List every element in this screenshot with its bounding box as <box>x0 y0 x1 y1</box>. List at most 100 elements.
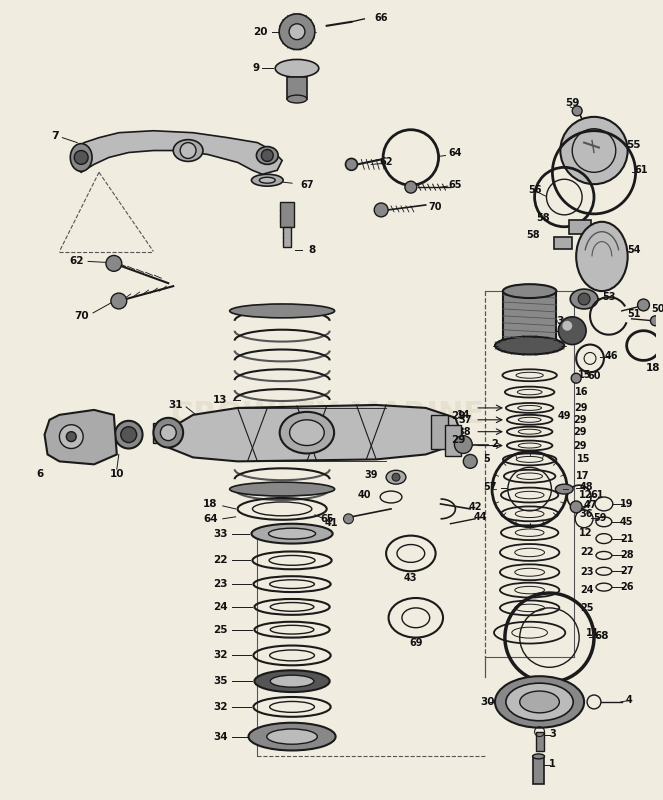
Circle shape <box>558 317 586 345</box>
Text: 67: 67 <box>300 180 314 190</box>
Bar <box>532 756 544 784</box>
Text: 54: 54 <box>627 245 640 254</box>
Text: 50: 50 <box>652 304 663 314</box>
Text: 26: 26 <box>620 582 633 592</box>
Text: 23: 23 <box>213 579 227 589</box>
Ellipse shape <box>115 421 143 449</box>
Text: 23: 23 <box>580 567 594 578</box>
Ellipse shape <box>173 140 203 162</box>
Text: 53: 53 <box>602 292 616 302</box>
Text: 61: 61 <box>590 490 604 500</box>
Text: 38: 38 <box>457 426 471 437</box>
Text: 41: 41 <box>325 518 339 528</box>
Text: 29: 29 <box>573 414 587 425</box>
Circle shape <box>374 203 388 217</box>
Ellipse shape <box>267 729 318 744</box>
Ellipse shape <box>386 470 406 484</box>
Text: 16: 16 <box>575 387 589 397</box>
Circle shape <box>106 255 122 271</box>
Ellipse shape <box>275 59 319 78</box>
Bar <box>503 291 556 346</box>
Text: 17: 17 <box>576 471 590 482</box>
Circle shape <box>463 454 477 468</box>
Text: 59: 59 <box>565 98 579 108</box>
Text: 51: 51 <box>627 309 640 319</box>
Circle shape <box>343 514 353 524</box>
Bar <box>287 78 307 99</box>
Ellipse shape <box>576 222 628 291</box>
Circle shape <box>66 432 76 442</box>
Text: 3: 3 <box>549 729 556 738</box>
Text: 29: 29 <box>451 434 465 445</box>
Text: 25: 25 <box>580 603 594 613</box>
Circle shape <box>60 425 83 449</box>
Ellipse shape <box>503 284 556 298</box>
Text: 58: 58 <box>526 230 540 240</box>
Text: 39: 39 <box>365 470 378 480</box>
Text: 25: 25 <box>213 625 227 634</box>
Ellipse shape <box>290 420 324 446</box>
Text: 59: 59 <box>593 513 607 523</box>
Text: 9: 9 <box>252 63 259 74</box>
Circle shape <box>111 293 127 309</box>
Text: 68: 68 <box>595 630 609 641</box>
Ellipse shape <box>287 95 307 103</box>
Ellipse shape <box>269 528 316 539</box>
Polygon shape <box>44 410 117 464</box>
Text: 8: 8 <box>308 245 316 254</box>
Circle shape <box>392 474 400 481</box>
Ellipse shape <box>255 670 330 692</box>
Ellipse shape <box>251 174 283 186</box>
Bar <box>554 237 572 249</box>
Text: 36: 36 <box>579 509 593 519</box>
Ellipse shape <box>259 178 275 183</box>
Text: 18: 18 <box>204 499 218 509</box>
Text: 6: 6 <box>36 470 43 479</box>
Polygon shape <box>72 130 282 174</box>
Text: 27: 27 <box>620 566 633 576</box>
Circle shape <box>560 117 628 184</box>
Ellipse shape <box>160 425 176 441</box>
Bar <box>570 220 591 234</box>
Text: 4: 4 <box>625 695 632 705</box>
Text: 10: 10 <box>109 470 124 479</box>
Ellipse shape <box>495 676 584 728</box>
Circle shape <box>578 293 590 305</box>
Text: 24: 24 <box>213 602 227 612</box>
Text: 47: 47 <box>583 500 597 510</box>
Ellipse shape <box>280 412 334 454</box>
Text: 64: 64 <box>449 147 462 158</box>
Text: 69: 69 <box>409 638 422 647</box>
Text: 42: 42 <box>469 502 482 512</box>
Text: 19: 19 <box>620 499 633 509</box>
Text: 66: 66 <box>375 13 388 23</box>
Text: 15: 15 <box>577 454 591 464</box>
Text: 32: 32 <box>213 702 227 712</box>
Bar <box>536 732 544 751</box>
Text: 29: 29 <box>574 403 588 413</box>
Text: 20: 20 <box>253 26 267 37</box>
Text: 5: 5 <box>484 454 491 464</box>
Text: 24: 24 <box>580 585 594 595</box>
Text: 13: 13 <box>213 395 227 405</box>
Text: 63: 63 <box>550 316 565 326</box>
Text: 12: 12 <box>579 490 593 500</box>
Ellipse shape <box>520 691 560 713</box>
Bar <box>446 425 461 457</box>
Text: 60: 60 <box>587 371 601 382</box>
Ellipse shape <box>506 683 573 721</box>
Text: 43: 43 <box>404 573 418 583</box>
Bar <box>153 422 173 442</box>
Ellipse shape <box>70 143 92 171</box>
Text: 29: 29 <box>573 441 587 450</box>
Text: 2: 2 <box>492 438 499 449</box>
Circle shape <box>74 150 88 164</box>
Circle shape <box>454 436 472 454</box>
Text: 62: 62 <box>70 257 84 266</box>
Bar <box>283 226 291 246</box>
Text: 70: 70 <box>74 311 89 321</box>
Ellipse shape <box>257 146 278 164</box>
Ellipse shape <box>570 289 598 309</box>
Text: 29: 29 <box>573 426 587 437</box>
Text: 57: 57 <box>483 482 497 492</box>
